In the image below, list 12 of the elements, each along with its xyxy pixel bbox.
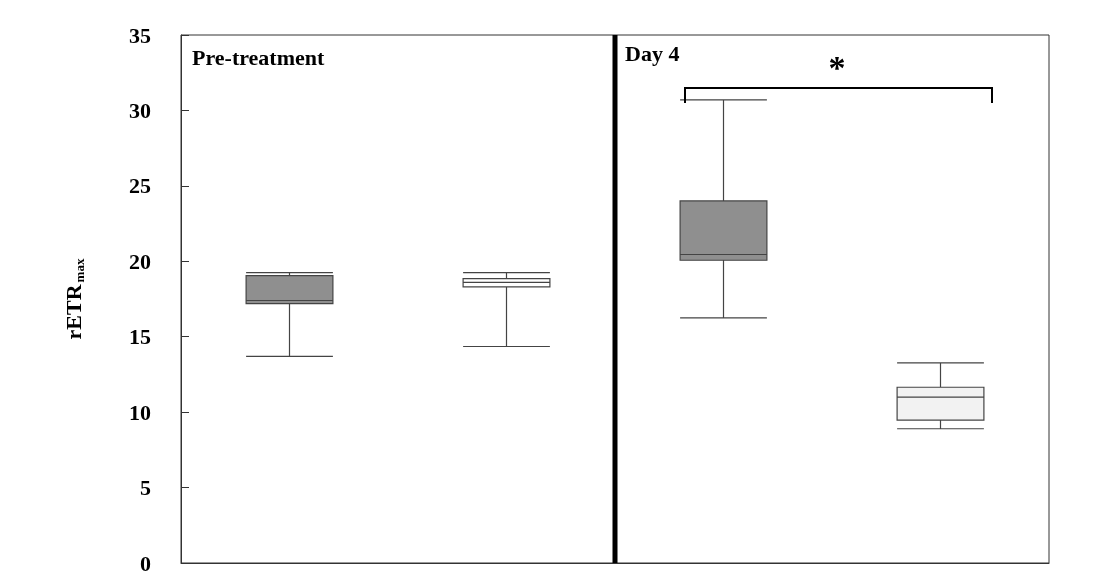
y-tick-label: 15 [129, 324, 151, 350]
y-tick-label: 5 [140, 475, 151, 501]
y-tick-label: 35 [129, 22, 151, 48]
y-tick-label: 25 [129, 173, 151, 199]
y-axis-title: rETRmax [61, 258, 87, 340]
y-tick-label: 30 [129, 97, 151, 123]
annotation: * [828, 49, 846, 87]
y-tick-label: 10 [129, 399, 151, 425]
annotation: Day 4 [625, 41, 680, 67]
annotation: Pre-treatment [192, 45, 325, 71]
y-tick-label: 0 [140, 550, 151, 576]
y-tick-label: 20 [129, 248, 151, 274]
